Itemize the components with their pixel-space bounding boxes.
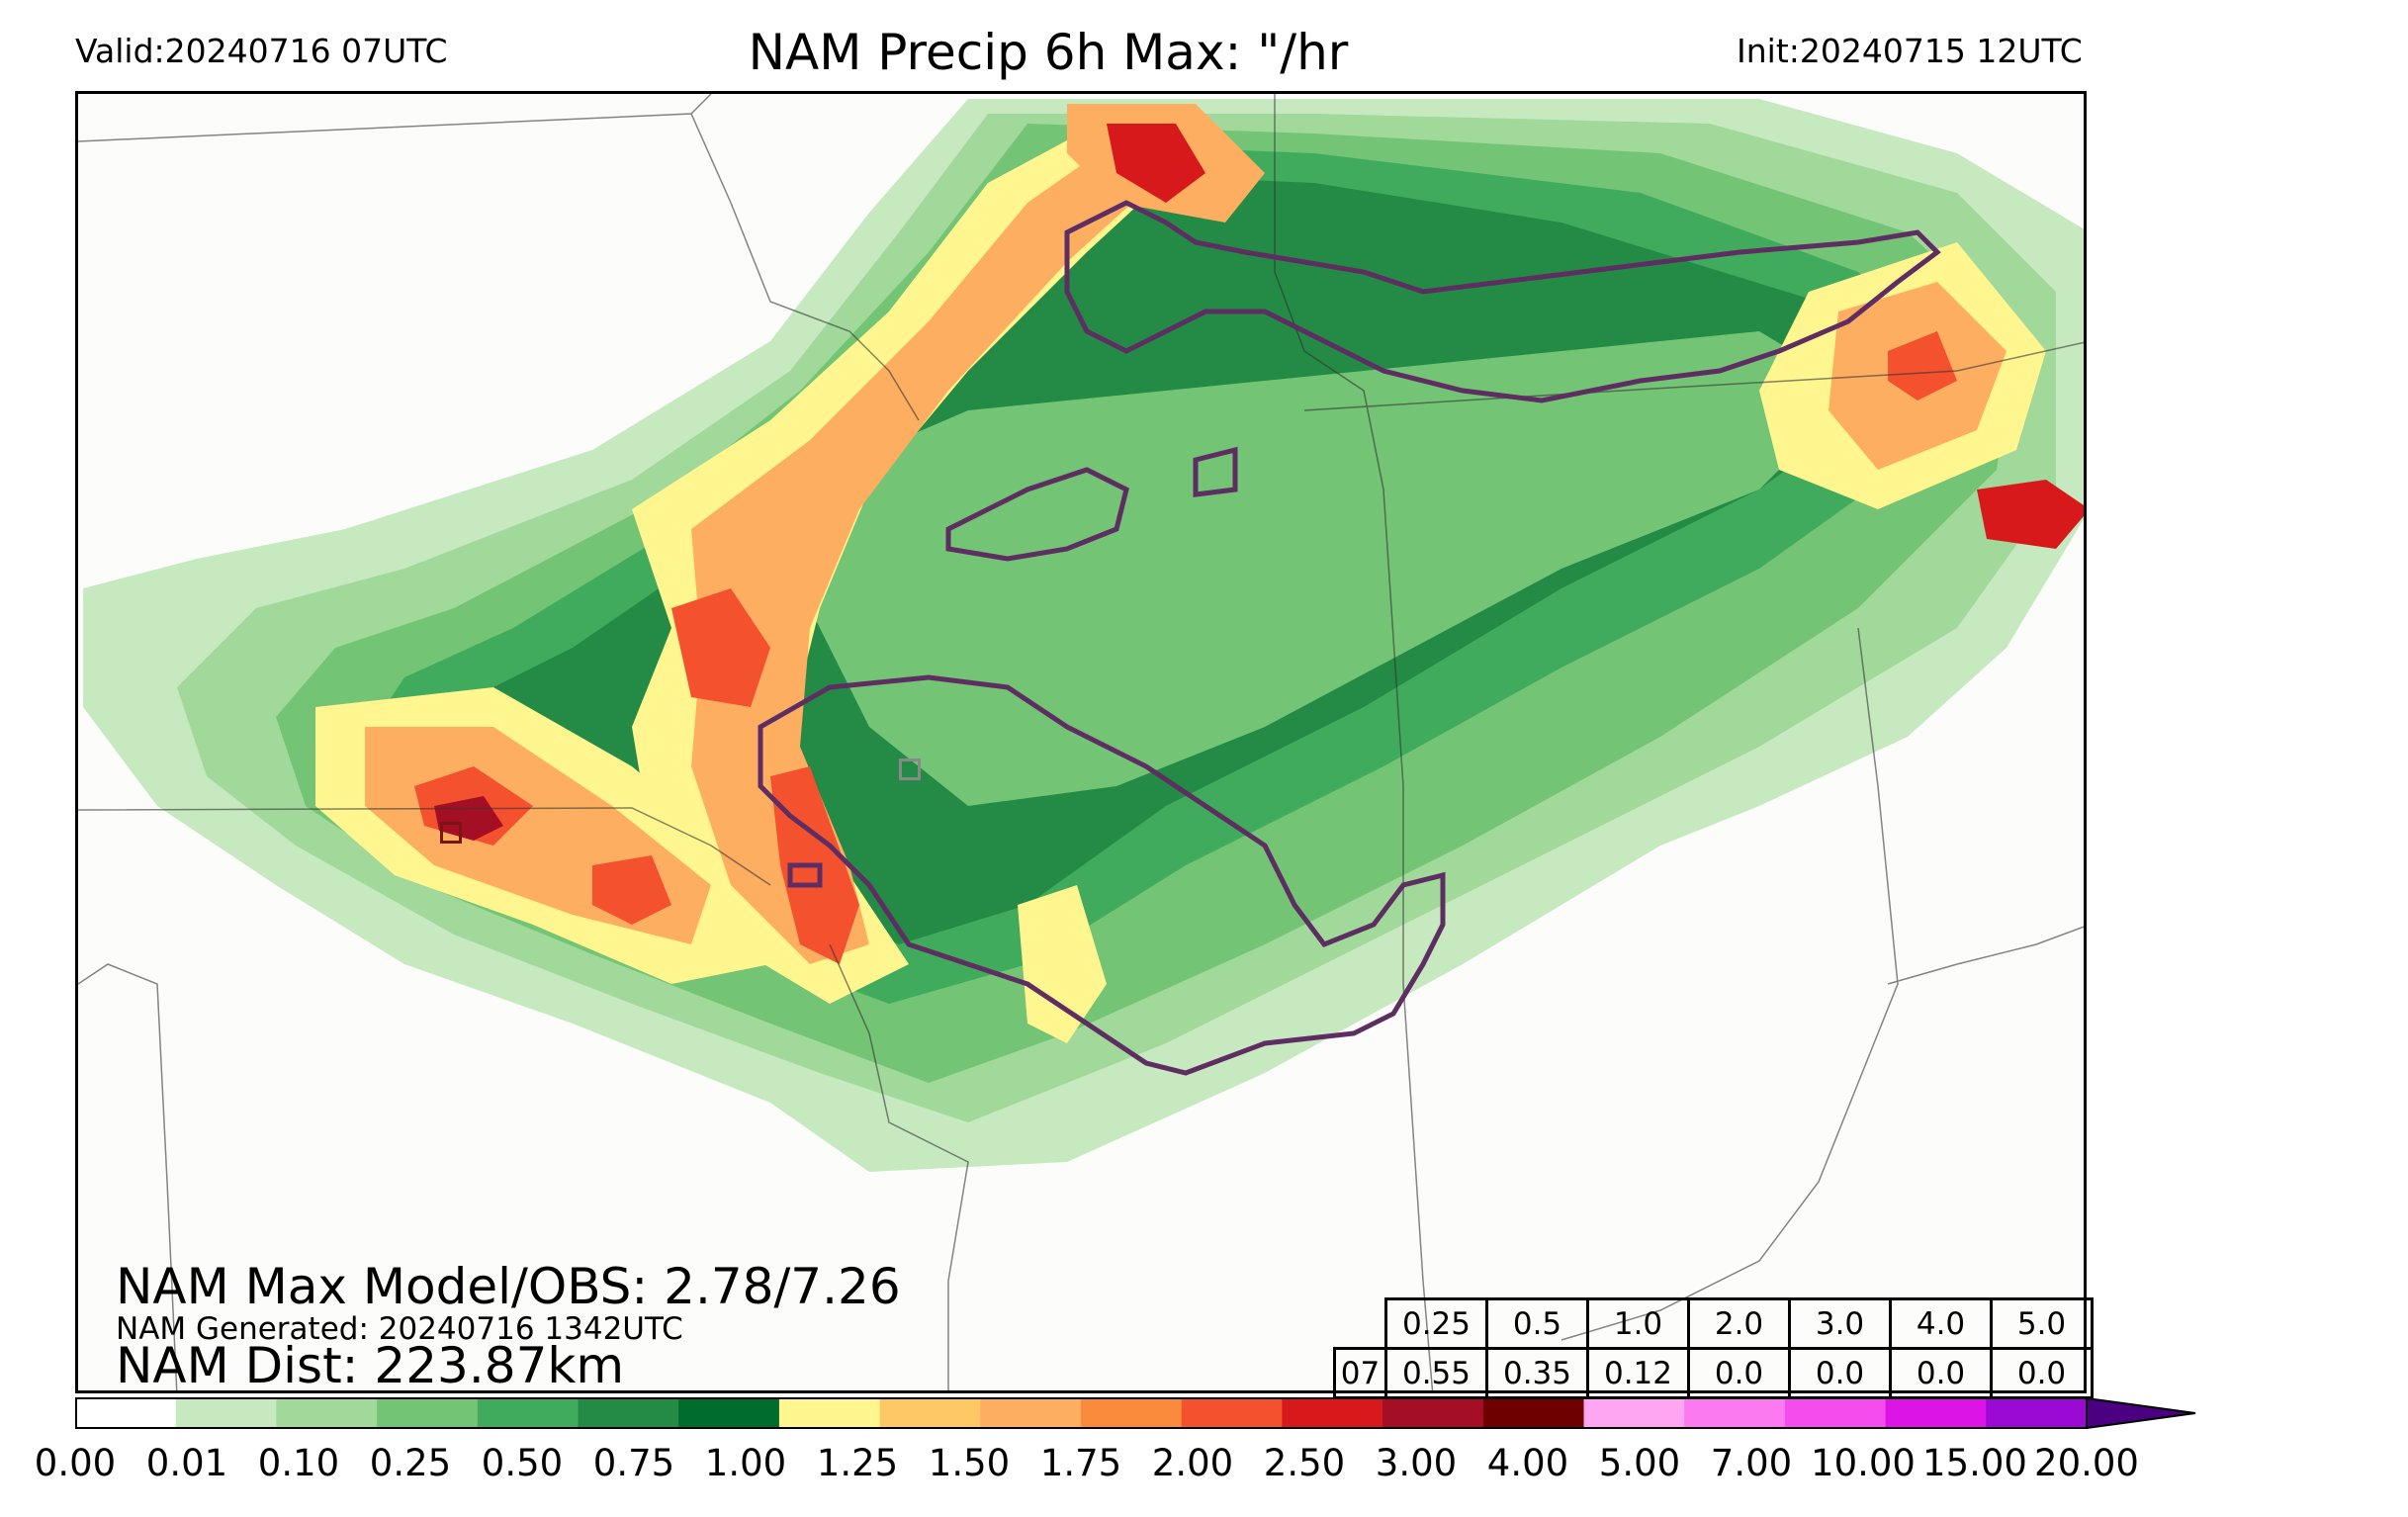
colorbar-tick-label: 0.00 bbox=[34, 1442, 117, 1484]
init-time: Init:20240715 12UTC bbox=[1737, 32, 2083, 70]
colorbar-segment bbox=[678, 1398, 780, 1428]
table-corner bbox=[1335, 1299, 1386, 1349]
value-cell: 0.0 bbox=[1889, 1347, 1993, 1399]
precip-map[interactable] bbox=[75, 91, 2087, 1393]
precip-blobs bbox=[83, 99, 2084, 1172]
chart-title: NAM Precip 6h Max: "/hr bbox=[748, 24, 1349, 81]
colorbar-segment bbox=[75, 1398, 177, 1428]
colorbar-tick-label: 15.00 bbox=[1922, 1442, 2027, 1484]
threshold-header-row: 0.25 0.5 1.0 2.0 3.0 4.0 5.0 bbox=[1335, 1297, 2094, 1350]
colorbar-outline bbox=[75, 1397, 2088, 1429]
threshold-cell: 2.0 bbox=[1687, 1297, 1791, 1350]
threshold-cell: 4.0 bbox=[1889, 1297, 1993, 1350]
colorbar-tick-label: 0.25 bbox=[369, 1442, 452, 1484]
colorbar-tick-label: 4.00 bbox=[1486, 1442, 1569, 1484]
colorbar-segment bbox=[1684, 1398, 1786, 1428]
obs-contours bbox=[758, 200, 1941, 1076]
threshold-cell: 5.0 bbox=[1990, 1297, 2094, 1350]
threshold-value-row: 07 0.55 0.35 0.12 0.0 0.0 0.0 0.0 bbox=[1333, 1347, 2094, 1399]
colorbar bbox=[75, 1396, 2196, 1430]
colorbar-segment bbox=[477, 1398, 579, 1428]
max-model-obs: NAM Max Model/OBS: 2.78/7.26 bbox=[116, 1258, 901, 1315]
colorbar-segment bbox=[377, 1398, 479, 1428]
colorbar-segment bbox=[276, 1398, 378, 1428]
colorbar-segment bbox=[1986, 1398, 2088, 1428]
colorbar-tick-label: 2.50 bbox=[1263, 1442, 1346, 1484]
row-label: 07 bbox=[1333, 1347, 1387, 1399]
colorbar-tick-label: 20.00 bbox=[2034, 1442, 2139, 1484]
colorbar-segment bbox=[879, 1398, 981, 1428]
colorbar-segment bbox=[778, 1398, 881, 1428]
value-cell: 0.12 bbox=[1586, 1347, 1690, 1399]
colorbar-segment bbox=[1081, 1398, 1183, 1428]
nam-distance: NAM Dist: 223.87km bbox=[116, 1337, 625, 1394]
colorbar-segment bbox=[1181, 1398, 1283, 1428]
colorbar-tick-label: 1.75 bbox=[1039, 1442, 1122, 1484]
colorbar-segment bbox=[1382, 1398, 1484, 1428]
colorbar-tick-label: 0.10 bbox=[257, 1442, 340, 1484]
colorbar-tick-label: 1.25 bbox=[816, 1442, 899, 1484]
colorbar-segment bbox=[1282, 1398, 1383, 1428]
colorbar-tick-label: 2.00 bbox=[1151, 1442, 1234, 1484]
colorbar-tick-label: 0.50 bbox=[481, 1442, 564, 1484]
value-cell: 0.0 bbox=[1788, 1347, 1892, 1399]
model-max-marker bbox=[440, 822, 462, 844]
colorbar-segment bbox=[578, 1398, 679, 1428]
threshold-table: 0.25 0.5 1.0 2.0 3.0 4.0 5.0 07 0.55 0.3… bbox=[1333, 1297, 2094, 1399]
value-cell: 0.0 bbox=[1990, 1347, 2094, 1399]
precip-field bbox=[78, 94, 2084, 1390]
colorbar-tick-label: 1.50 bbox=[928, 1442, 1011, 1484]
threshold-cell: 0.25 bbox=[1384, 1297, 1488, 1350]
colorbar-segment bbox=[1482, 1398, 1584, 1428]
value-cell: 0.55 bbox=[1384, 1347, 1488, 1399]
threshold-cell: 1.0 bbox=[1586, 1297, 1690, 1350]
value-cell: 0.35 bbox=[1485, 1347, 1589, 1399]
obs-max-marker bbox=[899, 758, 921, 780]
threshold-cell: 3.0 bbox=[1788, 1297, 1892, 1350]
colorbar-tick-label: 3.00 bbox=[1375, 1442, 1458, 1484]
colorbar-segment bbox=[1784, 1398, 1887, 1428]
colorbar-tick-label: 5.00 bbox=[1598, 1442, 1681, 1484]
colorbar-tick-label: 7.00 bbox=[1710, 1442, 1793, 1484]
colorbar-tick-label: 0.01 bbox=[145, 1442, 228, 1484]
colorbar-segment bbox=[1885, 1398, 1987, 1428]
threshold-cell: 0.5 bbox=[1485, 1297, 1589, 1350]
generated-time: NAM Generated: 20240716 1342UTC bbox=[116, 1311, 683, 1347]
colorbar-segment bbox=[980, 1398, 1082, 1428]
colorbar-tick-label: 10.00 bbox=[1811, 1442, 1916, 1484]
colorbar-tick-label: 0.75 bbox=[592, 1442, 675, 1484]
value-cell: 0.0 bbox=[1687, 1347, 1791, 1399]
colorbar-segment bbox=[175, 1398, 277, 1428]
colorbar-tick-label: 1.00 bbox=[704, 1442, 787, 1484]
state-boundaries bbox=[78, 94, 2084, 1390]
colorbar-segment bbox=[1583, 1398, 1685, 1428]
colorbar-extend-arrow bbox=[2086, 1396, 2196, 1430]
valid-time: Valid:20240716 07UTC bbox=[75, 32, 448, 70]
